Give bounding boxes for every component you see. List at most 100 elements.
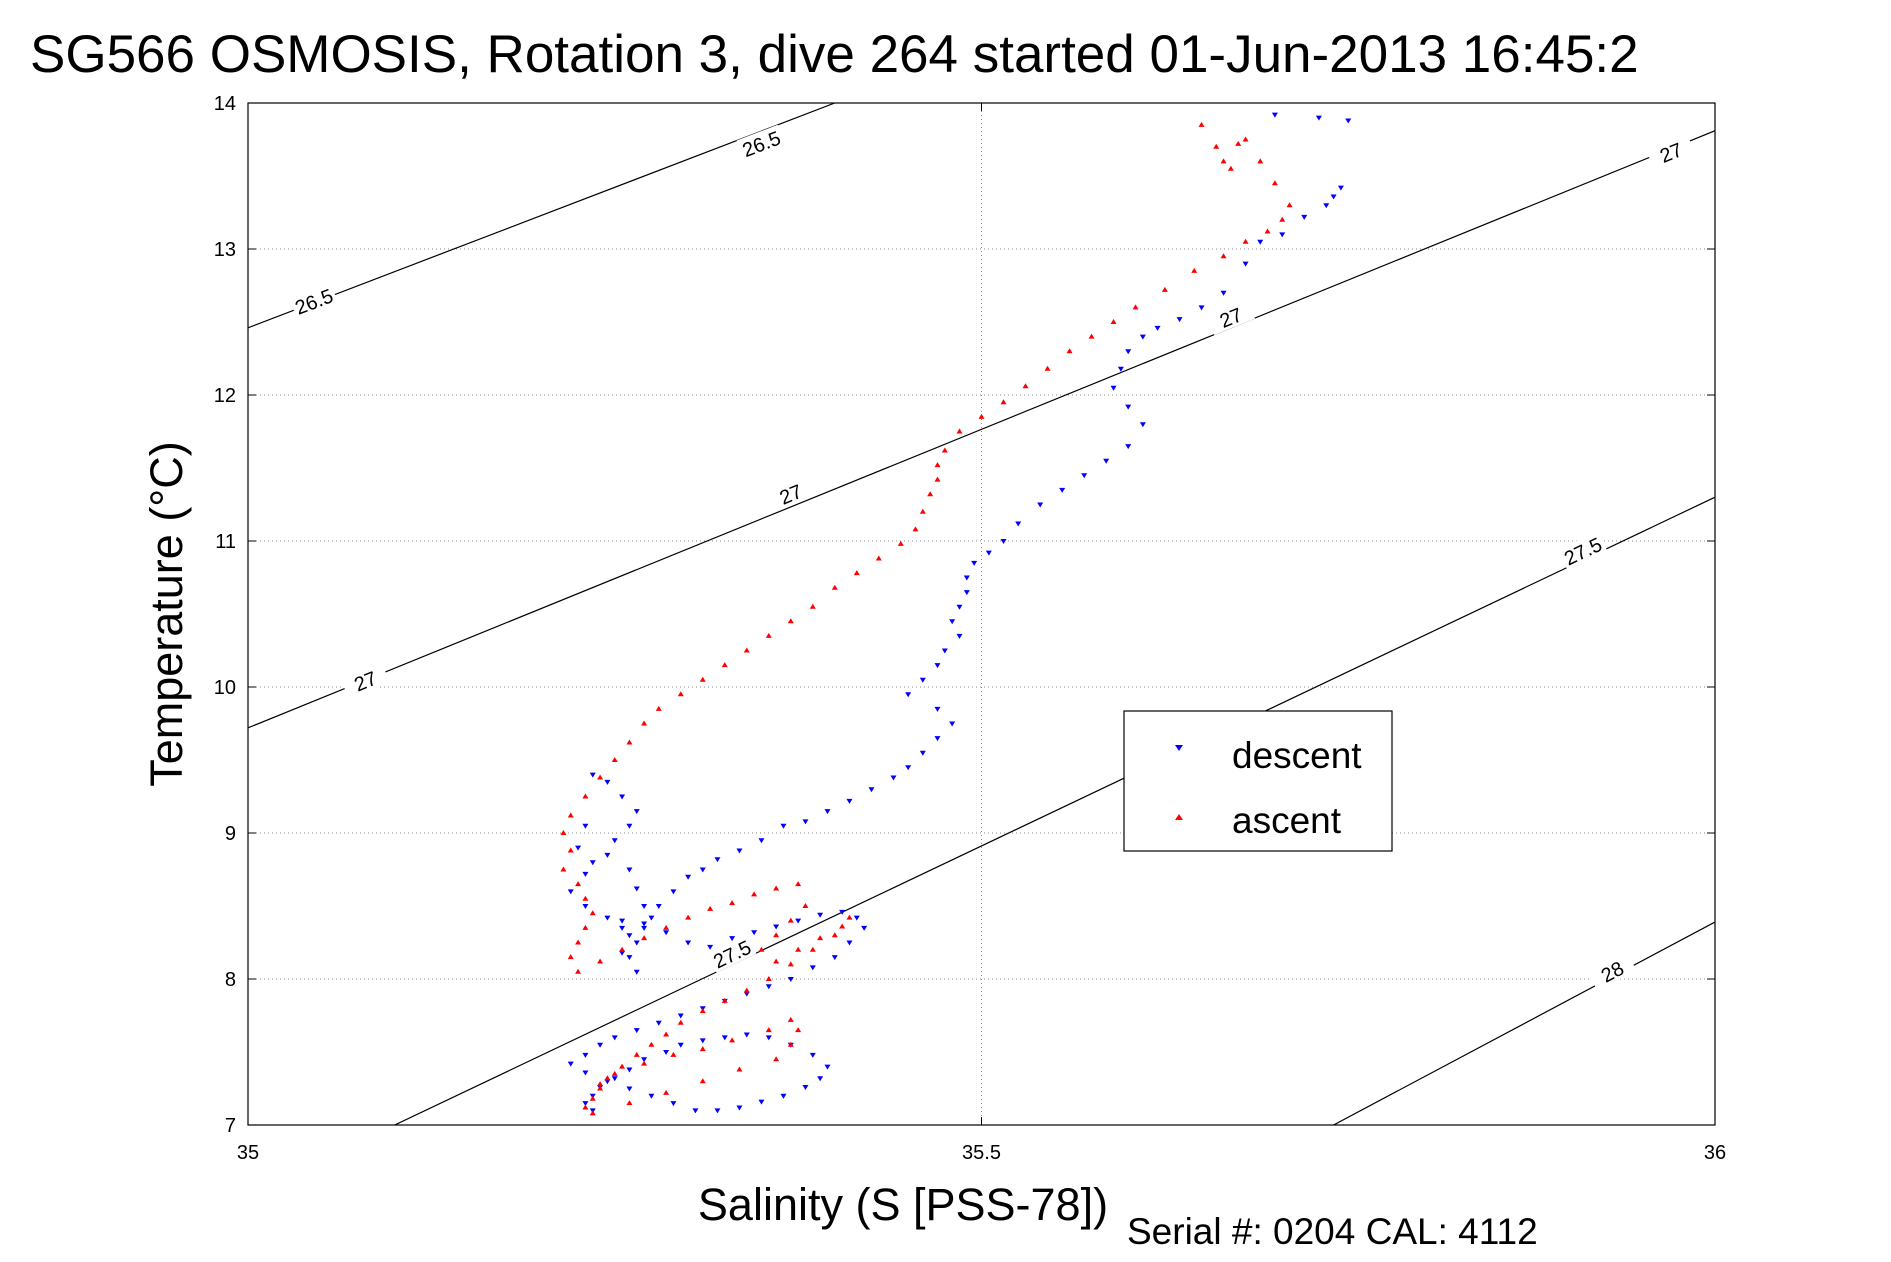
ascent-point — [582, 793, 589, 799]
ascent-point — [773, 1056, 780, 1062]
ascent-point — [567, 954, 574, 960]
ascent-point — [1198, 121, 1205, 127]
ascent-point — [1161, 286, 1168, 292]
ascent-point — [560, 830, 567, 835]
descent-point — [604, 915, 611, 921]
y-tick-label: 7 — [225, 1115, 236, 1137]
legend-box — [1123, 710, 1393, 852]
descent-point — [626, 1067, 633, 1073]
ascent-point — [978, 413, 985, 419]
descent-point — [780, 823, 787, 829]
ascent-point — [1213, 143, 1220, 149]
contour-label-bg — [340, 661, 390, 699]
ascent-point — [582, 895, 589, 901]
descent-point — [1125, 349, 1132, 355]
ascent-point — [1264, 228, 1271, 234]
ascent-point — [1066, 348, 1073, 354]
legend: descent ascent — [1123, 710, 1393, 852]
descent-point — [802, 819, 809, 825]
descent-point — [890, 775, 897, 781]
ascent-point — [619, 1063, 626, 1069]
descent-point — [567, 1061, 574, 1067]
descent-point — [1110, 385, 1117, 391]
ascent-point — [897, 540, 904, 546]
descent-point — [619, 925, 626, 931]
descent-point — [751, 930, 758, 936]
descent-point — [787, 977, 794, 982]
descent-point — [861, 925, 868, 931]
legend-label-descent: descent — [1232, 735, 1362, 776]
ascent-point — [597, 958, 604, 964]
descent-point — [1059, 487, 1066, 493]
ascent-point — [743, 987, 750, 993]
y-tick-label: 8 — [225, 969, 236, 991]
series-ascent — [560, 121, 1293, 1116]
legend-marker-ascent — [1175, 814, 1183, 820]
ascent-point — [941, 447, 948, 453]
ascent-point — [809, 603, 816, 609]
descent-point — [633, 1028, 640, 1034]
descent-point — [846, 940, 853, 946]
descent-point — [707, 944, 714, 950]
descent-point — [963, 575, 970, 581]
ascent-point — [1279, 216, 1286, 222]
ascent-point — [1220, 158, 1227, 164]
descent-point — [633, 886, 640, 892]
ascent-point — [736, 1066, 743, 1072]
descent-point — [1315, 115, 1322, 121]
descent-point — [809, 1052, 816, 1058]
descent-point — [919, 750, 926, 756]
x-tick-label: 36 — [1704, 1142, 1726, 1164]
ascent-point — [1286, 202, 1293, 208]
ascent-point — [846, 914, 853, 920]
descent-point — [626, 1086, 633, 1092]
descent-point — [663, 1050, 670, 1055]
ascent-point — [567, 847, 574, 853]
ascent-point — [795, 1027, 802, 1033]
ascent-point — [853, 570, 860, 576]
descent-point — [619, 794, 626, 800]
descent-point — [641, 921, 648, 927]
descent-point — [648, 1093, 655, 1099]
descent-point — [758, 838, 765, 844]
ascent-point — [641, 935, 648, 941]
descent-point — [736, 848, 743, 854]
ascent-point — [787, 961, 794, 967]
descent-point — [1301, 214, 1308, 220]
descent-point — [1015, 521, 1022, 527]
ascent-point — [956, 428, 963, 434]
descent-point — [817, 912, 824, 918]
ascent-point — [787, 618, 794, 624]
ascent-point — [699, 1078, 706, 1084]
descent-point — [699, 867, 706, 873]
ascent-point — [1220, 253, 1227, 259]
descent-point — [758, 1099, 765, 1105]
descent-point — [817, 1076, 824, 1082]
descent-point — [765, 1035, 772, 1041]
descent-point — [685, 940, 692, 946]
descent-point — [655, 904, 662, 909]
descent-point — [567, 889, 574, 895]
ascent-point — [575, 881, 582, 887]
ascent-point — [795, 881, 802, 887]
descent-point — [1000, 539, 1007, 544]
contour-label-bg — [1205, 298, 1256, 336]
series-descent — [567, 112, 1352, 1114]
ascent-point — [787, 1041, 794, 1047]
descent-point — [641, 904, 648, 909]
descent-point — [663, 930, 670, 936]
descent-point — [1081, 473, 1088, 479]
ascent-point — [1242, 238, 1249, 244]
descent-point — [765, 984, 772, 990]
descent-point — [743, 1032, 750, 1038]
descent-point — [670, 889, 677, 895]
descent-point — [736, 1105, 743, 1111]
descent-point — [677, 1013, 684, 1019]
descent-point — [868, 787, 875, 793]
ascent-point — [1191, 267, 1198, 273]
descent-point — [824, 1064, 831, 1070]
ascent-point — [729, 900, 736, 906]
ascent-point — [582, 1104, 589, 1110]
ascent-point — [912, 526, 919, 532]
ascent-point — [787, 1016, 794, 1022]
